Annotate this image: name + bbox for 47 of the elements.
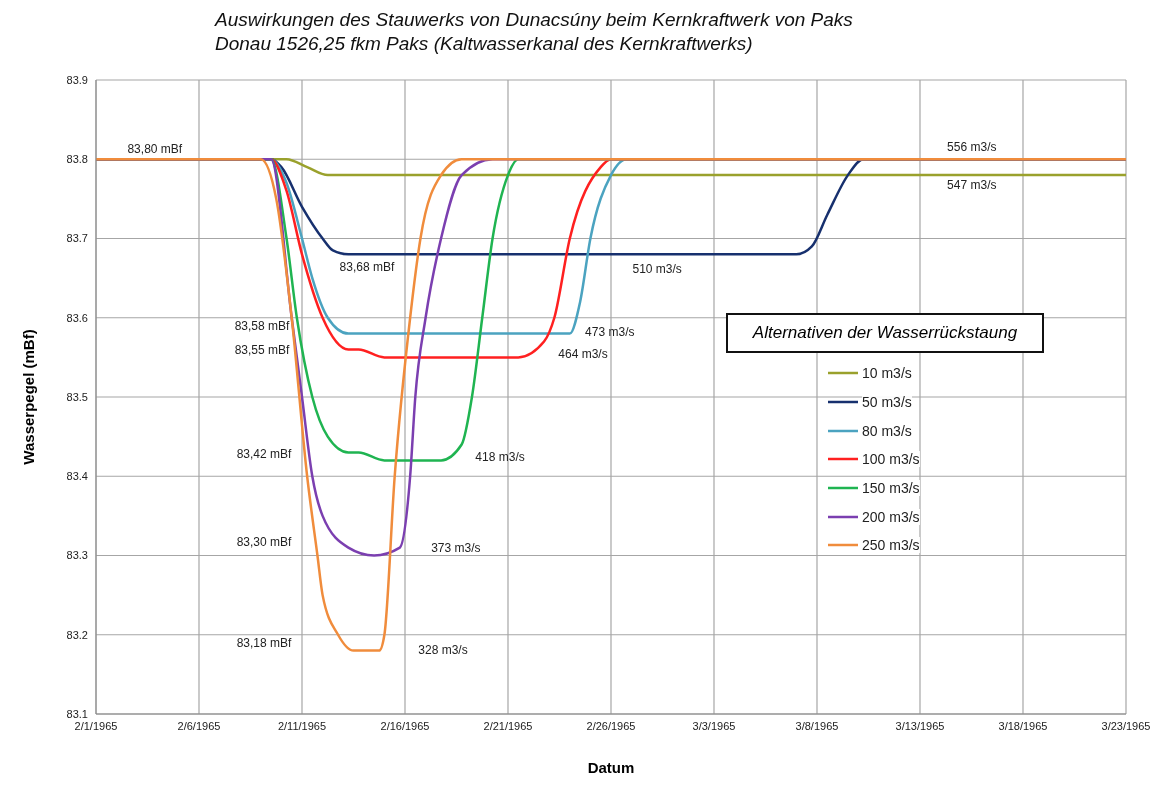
y-axis-title: Wasserpegel (mBf) [19, 329, 37, 465]
legend-label: 150 m3/s [862, 480, 920, 497]
x-tick-label: 3/8/1965 [795, 719, 839, 732]
annotation: 83,80 mBf [127, 142, 183, 157]
x-tick-label: 2/26/1965 [586, 719, 636, 732]
y-tick-label: 83.7 [66, 232, 88, 245]
annotation: 556 m3/s [947, 140, 997, 155]
y-tick-label: 83.9 [66, 73, 88, 86]
y-tick-label: 83.2 [66, 628, 88, 641]
legend-title: Alternativen der Wasserrückstaung [726, 313, 1044, 353]
x-tick-label: 3/3/1965 [692, 719, 736, 732]
legend-label: 50 m3/s [862, 394, 912, 411]
y-tick-label: 83.6 [66, 311, 88, 324]
x-tick-label: 2/6/1965 [177, 719, 221, 732]
annotation: 328 m3/s [418, 643, 468, 657]
legend-label: 100 m3/s [862, 451, 920, 468]
annotation: 83,18 mBf [236, 636, 292, 650]
annotation: 83,42 mBf [236, 447, 292, 461]
chart-subtitle: Donau 1526,25 fkm Paks (Kaltwasserkanal des Kernkraftwerks) [215, 32, 754, 56]
annotation: 464 m3/s [558, 347, 608, 361]
x-tick-label: 2/21/1965 [483, 719, 533, 732]
legend-label: 250 m3/s [862, 537, 920, 554]
annotation: 547 m3/s [947, 178, 997, 193]
x-axis-title: Datum [586, 759, 636, 776]
legend-label: 80 m3/s [862, 422, 912, 439]
x-tick-label: 3/18/1965 [998, 719, 1048, 732]
annotation: 418 m3/s [475, 450, 525, 465]
legend-label: 10 m3/s [862, 365, 912, 382]
annotation: 83,30 mBf [236, 535, 292, 549]
y-tick-label: 83.1 [66, 707, 88, 720]
y-tick-label: 83.5 [66, 390, 88, 403]
legend-label: 200 m3/s [862, 508, 920, 525]
annotation: 83,58 mBf [234, 319, 290, 333]
annotation: 83,68 mBf [339, 260, 395, 275]
y-tick-label: 83.4 [66, 470, 88, 483]
x-tick-label: 2/16/1965 [380, 719, 430, 732]
annotation: 373 m3/s [431, 540, 481, 555]
chart-title: Auswirkungen des Stauwerks von Dunacsúny beim Kernkraftwerk von Paks [215, 8, 853, 32]
x-tick-label: 3/13/1965 [895, 719, 945, 732]
x-tick-label: 2/11/1965 [277, 719, 327, 732]
annotation: 83,55 mBf [234, 343, 290, 357]
y-tick-label: 83.8 [66, 153, 88, 166]
y-tick-label: 83.3 [66, 549, 88, 562]
x-tick-label: 2/1/1965 [74, 719, 118, 732]
x-tick-label: 3/23/1965 [1101, 719, 1151, 732]
annotation: 510 m3/s [632, 262, 682, 277]
annotation: 473 m3/s [585, 324, 635, 339]
